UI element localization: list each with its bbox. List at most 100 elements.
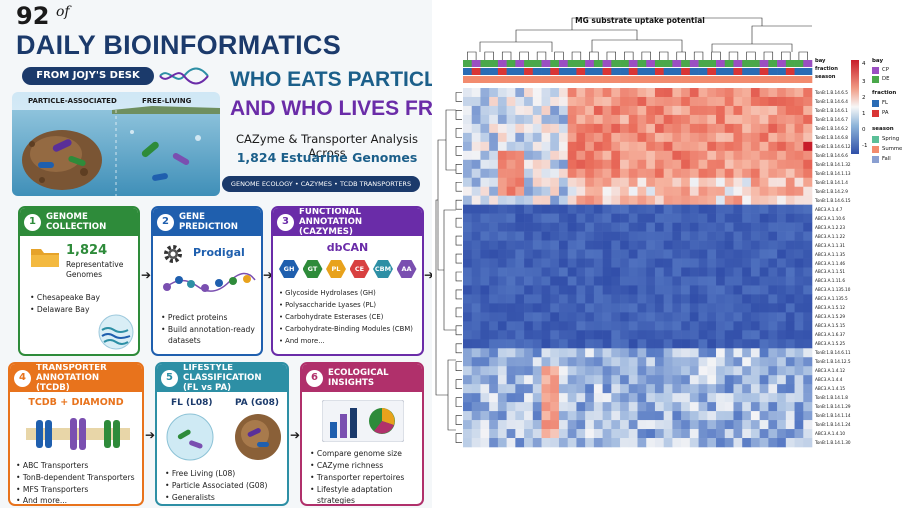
- heatmap-cell: [759, 222, 769, 232]
- heatmap-cell: [750, 195, 760, 205]
- heatmap-cell: [646, 96, 656, 107]
- heatmap-cell: [541, 240, 551, 250]
- heatmap-cell: [567, 411, 577, 421]
- row-label: ABC3.A.1.4.4: [815, 377, 843, 383]
- heatmap-cell: [733, 195, 743, 205]
- heatmap-cell: [672, 258, 682, 268]
- row-label: ABC3.A.1.1.22: [815, 233, 846, 239]
- heatmap-cell: [550, 348, 560, 358]
- heatmap-cell: [620, 384, 630, 394]
- heatmap-cell: [628, 420, 638, 430]
- heatmap-cell: [672, 240, 682, 250]
- flow-arrow-icon: ➔: [141, 268, 152, 282]
- heatmap-cell: [654, 141, 664, 152]
- heatmap-cell: [524, 411, 534, 421]
- heatmap-cell: [689, 114, 699, 125]
- heatmap-cell: [611, 213, 621, 223]
- heatmap-cell: [567, 267, 577, 277]
- heatmap-cell: [803, 420, 813, 430]
- heatmap-cell: [585, 168, 595, 179]
- heatmap-cell: [716, 267, 726, 277]
- heatmap-cell: [716, 285, 726, 295]
- heatmap-cell: [593, 222, 603, 232]
- heatmap-cell: [471, 159, 481, 170]
- heatmap-cell: [497, 195, 507, 205]
- heatmap-cell: [777, 321, 787, 331]
- annotation-cell-bay: [733, 60, 743, 67]
- card-title: ECOLOGICAL INSIGHTS: [328, 368, 389, 388]
- heatmap-cell: [593, 105, 603, 116]
- annotation-cell-fraction: [550, 68, 560, 75]
- heatmap-cell: [637, 366, 647, 376]
- heatmap-cell: [541, 222, 551, 232]
- heatmap-cell: [471, 177, 481, 188]
- heatmap-cell: [585, 348, 595, 358]
- chart-icon: [322, 400, 404, 442]
- heatmap-cell: [567, 294, 577, 304]
- heatmap-cell: [672, 123, 682, 134]
- heatmap-cell: [681, 240, 691, 250]
- heatmap-cell: [558, 114, 568, 125]
- legend-item-de: DE: [882, 76, 890, 82]
- annotation-cell-fraction: [497, 68, 507, 75]
- heatmap-cell: [471, 88, 481, 98]
- heatmap-cell: [707, 132, 717, 143]
- heatmap-cell: [803, 105, 813, 116]
- heatmap-cell: [524, 294, 534, 304]
- heatmap-cell: [532, 132, 542, 143]
- annotation-cell-fraction: [654, 68, 664, 75]
- heatmap-cell: [768, 132, 778, 143]
- heatmap-cell: [489, 312, 499, 322]
- heatmap-cell: [707, 213, 717, 223]
- heatmap-cell: [707, 123, 717, 134]
- heatmap-cell: [611, 123, 621, 134]
- heatmap-cell: [742, 375, 752, 385]
- heatmap-cell: [532, 177, 542, 188]
- heatmap-cell: [611, 159, 621, 170]
- heatmap-cell: [716, 357, 726, 367]
- heatmap-cell: [489, 186, 499, 196]
- heatmap-cell: [698, 267, 708, 277]
- heatmap-cell: [541, 204, 551, 214]
- heatmap-cell: [602, 393, 612, 403]
- bullet-item: • Carbohydrate-Binding Modules (CBM): [279, 325, 413, 333]
- annotation-cell-bay: [785, 60, 795, 67]
- annotation-cell-fraction: [585, 68, 595, 75]
- heatmap-cell: [785, 294, 795, 304]
- heatmap-cell: [681, 366, 691, 376]
- heatmap-cell: [777, 429, 787, 439]
- heatmap-cell: [672, 339, 682, 349]
- heatmap-cell: [733, 159, 743, 170]
- heatmap-cell: [558, 402, 568, 412]
- heatmap-cell: [768, 420, 778, 430]
- heatmap-cell: [576, 429, 586, 439]
- heatmap-cell: [716, 231, 726, 241]
- heatmap-cell: [803, 303, 813, 313]
- heatmap-cell: [654, 88, 664, 98]
- heatmap-cell: [497, 294, 507, 304]
- heatmap-cell: [663, 438, 673, 448]
- heatmap-cell: [480, 438, 490, 448]
- heatmap-cell: [768, 168, 778, 179]
- heatmap-cell: [698, 249, 708, 259]
- heatmap-cell: [524, 357, 534, 367]
- heatmap-cell: [646, 294, 656, 304]
- heatmap-cell: [646, 348, 656, 358]
- heatmap-cell: [550, 294, 560, 304]
- heatmap-cell: [785, 249, 795, 259]
- heatmap-cell: [742, 420, 752, 430]
- heatmap-cell: [524, 168, 534, 179]
- heatmap-cell: [785, 420, 795, 430]
- infographic-panel: 92 of DAILY BIOINFORMATICS FROM JOJY'S D…: [0, 0, 432, 508]
- heatmap-cell: [637, 420, 647, 430]
- heatmap-cell: [506, 285, 516, 295]
- heatmap-cell: [480, 213, 490, 223]
- heatmap-cell: [550, 114, 560, 125]
- heatmap-cell: [593, 294, 603, 304]
- heatmap-cell: [480, 366, 490, 376]
- heatmap-cell: [550, 267, 560, 277]
- heatmap-cell: [489, 105, 499, 116]
- heatmap-cell: [654, 420, 664, 430]
- annotation-cell-bay: [759, 60, 769, 67]
- heatmap-cell: [541, 438, 551, 448]
